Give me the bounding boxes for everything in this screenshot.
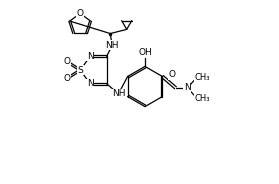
Text: O: O [77, 9, 84, 18]
Text: NH: NH [105, 41, 119, 50]
Text: O: O [64, 57, 71, 66]
Text: CH₃: CH₃ [194, 94, 210, 103]
Text: O: O [64, 74, 71, 83]
Text: CH₃: CH₃ [194, 73, 210, 82]
Text: N: N [87, 52, 93, 61]
Text: S: S [77, 66, 83, 75]
Text: O: O [168, 70, 175, 79]
Text: OH: OH [138, 48, 152, 57]
Text: NH: NH [112, 89, 125, 98]
Text: N: N [87, 79, 93, 88]
Text: N: N [184, 83, 191, 92]
